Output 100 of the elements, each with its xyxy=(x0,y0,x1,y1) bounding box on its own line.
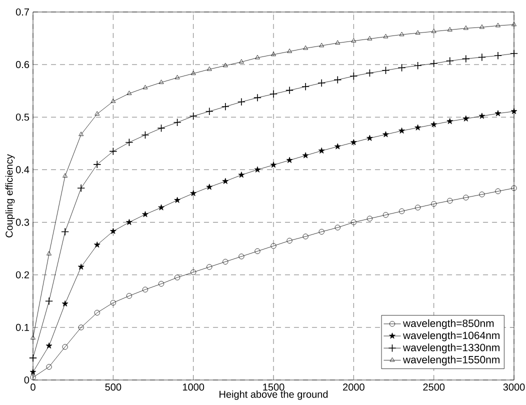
point xyxy=(462,115,470,122)
point xyxy=(173,118,182,126)
point xyxy=(271,52,276,56)
point xyxy=(142,286,148,292)
point xyxy=(478,53,486,62)
point xyxy=(350,139,357,146)
point xyxy=(350,72,358,80)
point xyxy=(30,374,36,380)
point xyxy=(415,204,421,210)
x-tick-label: 500 xyxy=(105,384,122,391)
point xyxy=(366,134,373,141)
point xyxy=(237,98,246,106)
point xyxy=(366,216,373,222)
point xyxy=(430,121,438,128)
point xyxy=(286,238,292,244)
point xyxy=(398,208,405,214)
point xyxy=(286,86,294,94)
point xyxy=(142,84,148,90)
point xyxy=(94,111,100,116)
point xyxy=(62,300,68,306)
point xyxy=(494,52,502,60)
point xyxy=(334,224,340,230)
point xyxy=(430,60,438,68)
point xyxy=(174,74,180,80)
point xyxy=(318,147,325,154)
point xyxy=(462,54,470,63)
point xyxy=(94,242,100,248)
point xyxy=(382,66,390,74)
legend-label: wavelength=1330nm xyxy=(402,344,500,354)
legend-label: wavelength=850nm xyxy=(402,319,494,330)
point xyxy=(479,192,485,198)
point xyxy=(141,131,150,140)
legend-label: wavelength=1550nm xyxy=(402,356,500,366)
point xyxy=(446,56,454,65)
point xyxy=(383,34,388,38)
point xyxy=(463,25,468,30)
point xyxy=(287,48,292,53)
point xyxy=(495,188,501,194)
point xyxy=(414,62,422,70)
point xyxy=(158,280,164,287)
x-tick-label: 2500 xyxy=(423,384,445,391)
point xyxy=(270,243,276,249)
point xyxy=(142,211,148,218)
point xyxy=(109,147,118,156)
point xyxy=(399,32,404,36)
point xyxy=(318,78,326,87)
point xyxy=(447,198,453,204)
point xyxy=(125,138,134,146)
point xyxy=(414,124,421,130)
point xyxy=(158,204,164,210)
point xyxy=(190,190,197,196)
y-tick-label: 0.2 xyxy=(16,271,29,278)
point xyxy=(270,90,278,98)
point xyxy=(431,201,437,207)
point xyxy=(222,62,228,68)
point xyxy=(447,27,452,32)
point xyxy=(463,194,469,200)
y-tick-label: 0.7 xyxy=(16,8,29,16)
x-tick-label: 1500 xyxy=(263,384,284,391)
point xyxy=(382,212,389,218)
point xyxy=(222,178,229,184)
point xyxy=(78,264,84,270)
point xyxy=(351,38,356,42)
point xyxy=(366,68,374,77)
point xyxy=(302,234,308,240)
point xyxy=(46,251,52,256)
point xyxy=(77,184,86,192)
point xyxy=(62,173,68,178)
point xyxy=(93,160,102,168)
point xyxy=(110,300,116,306)
point xyxy=(511,185,517,191)
point xyxy=(270,162,277,168)
point xyxy=(350,219,356,226)
point xyxy=(367,36,372,40)
y-tick-label: 0 xyxy=(24,376,30,384)
point xyxy=(221,102,230,111)
point xyxy=(222,258,228,265)
point xyxy=(205,107,214,116)
point xyxy=(431,28,436,33)
y-tick-label: 0.6 xyxy=(16,61,30,68)
point xyxy=(255,54,260,60)
point xyxy=(254,248,260,254)
point xyxy=(446,118,454,124)
point xyxy=(494,110,502,116)
point xyxy=(45,297,54,306)
point xyxy=(126,218,132,226)
point xyxy=(238,59,244,64)
point xyxy=(174,196,180,203)
point xyxy=(62,344,68,350)
x-tick-label: 1000 xyxy=(182,384,204,391)
point xyxy=(189,112,198,120)
point xyxy=(190,70,196,76)
point xyxy=(334,76,342,84)
y-tick-label: 0.4 xyxy=(16,166,30,174)
point xyxy=(78,324,84,330)
point xyxy=(496,22,500,28)
point xyxy=(398,64,406,72)
point xyxy=(110,228,116,234)
point xyxy=(29,354,38,362)
point xyxy=(318,228,324,235)
